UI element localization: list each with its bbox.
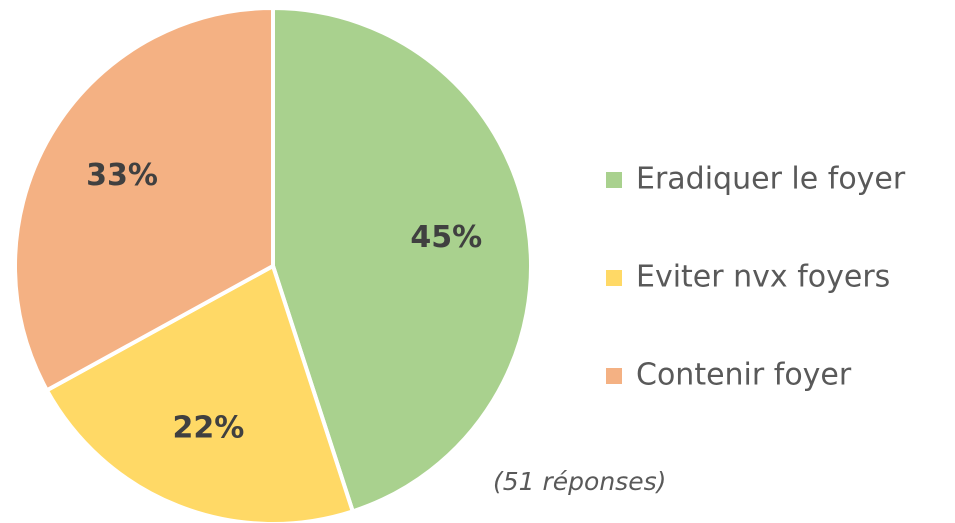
pie-slice	[13, 5, 275, 394]
annotation: (51 réponses)	[493, 467, 666, 496]
legend-swatch	[606, 368, 622, 384]
legend-label: Eviter nvx foyers	[636, 260, 890, 295]
pie-slice	[44, 263, 356, 523]
legend-label: Contenir foyer	[636, 358, 852, 393]
pie-slice	[271, 5, 533, 514]
data-label: 22%	[173, 411, 245, 446]
legend-swatch	[606, 270, 622, 286]
legend-label: Eradiquer le foyer	[636, 162, 906, 197]
data-label: 45%	[410, 220, 482, 255]
legend-swatch	[606, 172, 622, 188]
data-label: 33%	[86, 158, 158, 193]
